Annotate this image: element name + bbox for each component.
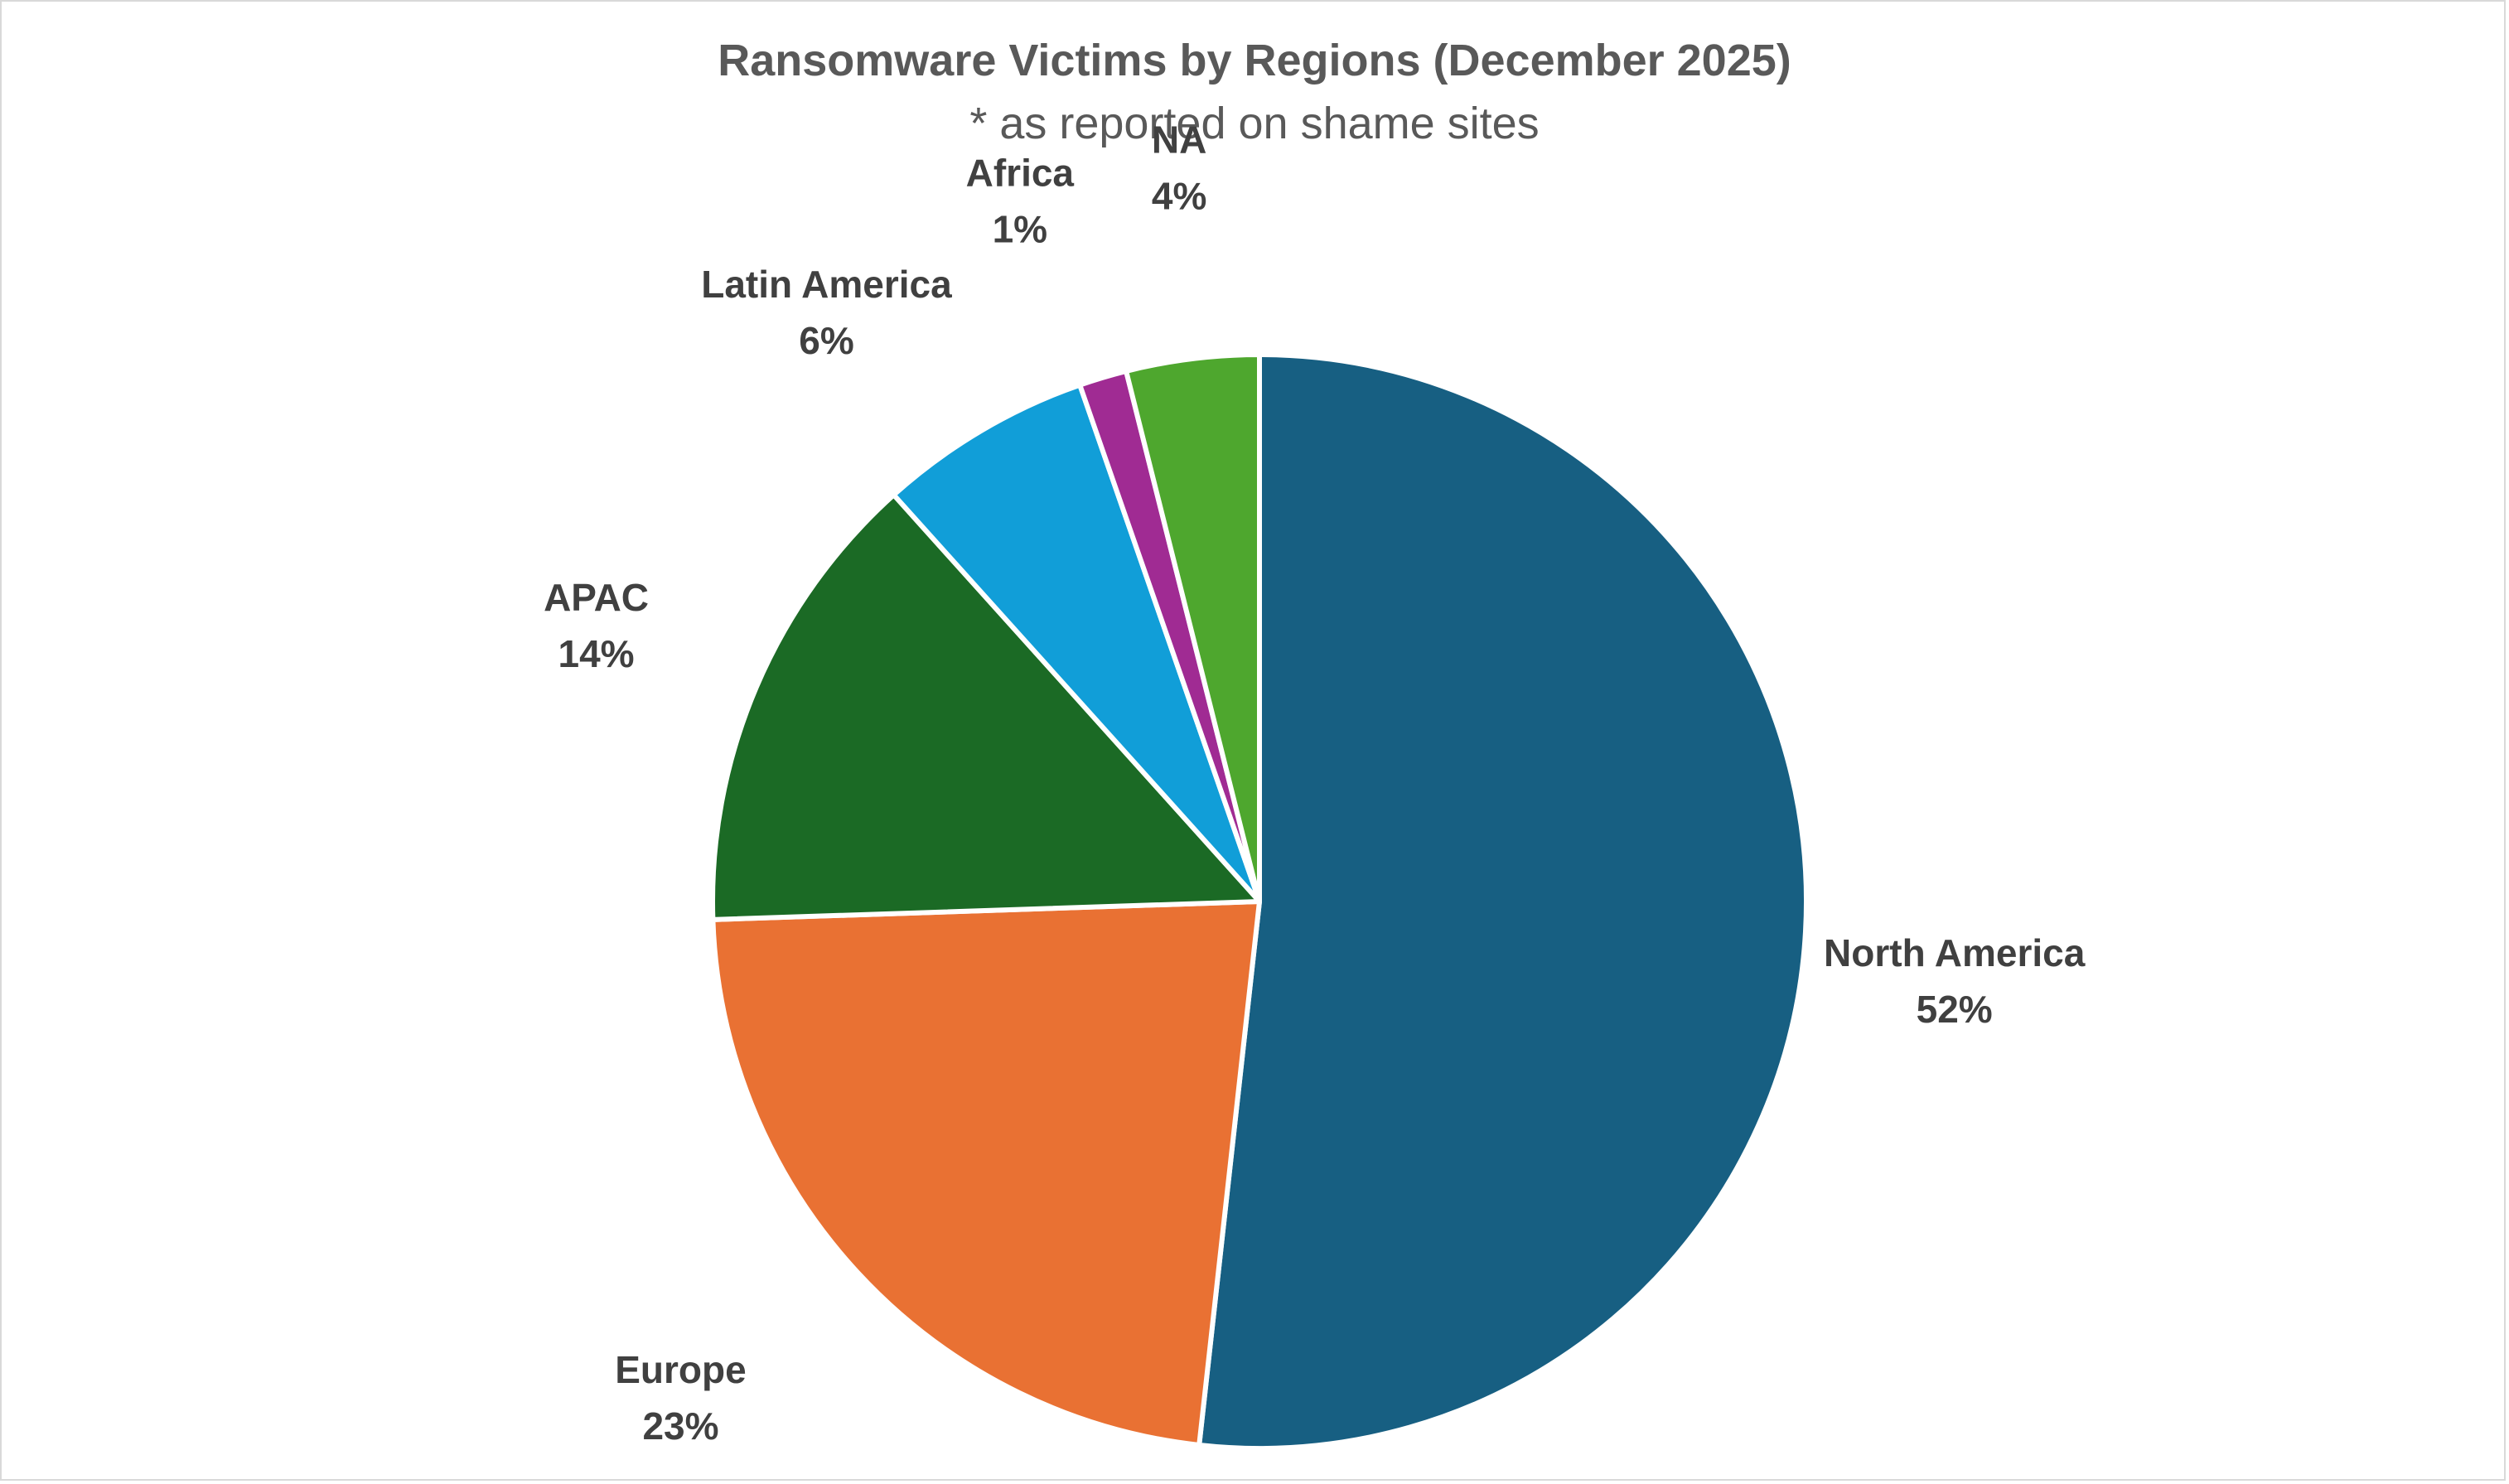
pie-slice-apac (710, 492, 1262, 922)
data-label-na: NA (1152, 118, 1206, 162)
pie-slice-europe (710, 899, 1262, 1448)
chart-subtitle: * as reported on shame sites (969, 99, 1540, 148)
data-label-percent-latin-america: 6% (799, 319, 853, 362)
pie-slice-latin-america (891, 382, 1262, 904)
pie-slice-na (1124, 352, 1262, 904)
data-label-apac: APAC (544, 576, 649, 619)
data-label-north-america: North America (1824, 931, 2086, 974)
data-label-percent-africa: 1% (993, 207, 1047, 250)
data-label-percent-north-america: 52% (1917, 988, 1993, 1031)
data-label-percent-apac: 14% (558, 632, 635, 675)
data-label-europe: Europe (615, 1348, 746, 1391)
data-label-africa: Africa (966, 151, 1075, 194)
chart-title: Ransomware Victims by Regions (December … (718, 36, 1791, 85)
data-label-percent-europe: 23% (642, 1404, 718, 1448)
data-label-percent-na: 4% (1152, 175, 1206, 218)
data-label-latin-america: Latin America (701, 263, 952, 306)
pie-slice-north-america (1196, 352, 1810, 1451)
